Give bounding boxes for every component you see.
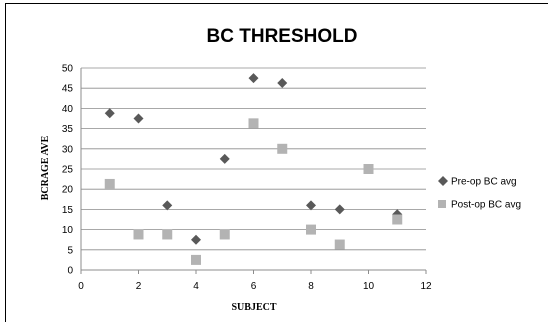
- post-op-point: [334, 239, 345, 250]
- data-points: [104, 73, 403, 265]
- chart-frame: [5, 3, 548, 322]
- pre-op-point: [248, 73, 259, 84]
- legend-item-post-op: Post-op BC avg: [438, 200, 521, 211]
- legend: Pre-op BC avg Post-op BC avg: [438, 176, 521, 211]
- post-op-point: [248, 118, 259, 129]
- post-op-point: [363, 164, 374, 174]
- x-tick-label: 12: [420, 281, 432, 292]
- post-op-point: [392, 214, 403, 225]
- x-tick-label: 8: [308, 281, 314, 292]
- legend-marker: [438, 200, 446, 208]
- y-tick-labels: 0 5 10 15 20 25 30 35 40 45 50: [62, 64, 74, 277]
- post-op-point: [191, 254, 201, 265]
- pre-op-point: [133, 113, 144, 124]
- axes: [80, 68, 427, 274]
- y-tick-label: 0: [67, 266, 73, 277]
- x-tick-label: 2: [136, 281, 142, 292]
- y-tick-label: 25: [62, 165, 74, 176]
- x-tick-labels: 0 2 4 6 8 10 12: [78, 281, 432, 292]
- x-axis-label: SUBJECT: [231, 302, 276, 313]
- y-tick-label: 30: [62, 144, 74, 155]
- pre-op-point: [219, 153, 230, 164]
- pre-op-point: [277, 77, 288, 88]
- legend-label: Post-op BC avg: [451, 200, 521, 211]
- chart-title: BC THRESHOLD: [207, 26, 358, 47]
- legend-item-pre-op: Pre-op BC avg: [438, 176, 517, 188]
- post-op-point: [219, 229, 230, 240]
- y-axis-label: BCRAGE AVE: [40, 135, 51, 200]
- y-tick-label: 45: [62, 84, 74, 95]
- series-pre-op: [104, 73, 403, 245]
- x-tick-label: 10: [363, 281, 375, 292]
- pre-op-point: [334, 204, 345, 215]
- y-tick-label: 15: [62, 205, 74, 216]
- y-tick-label: 40: [62, 104, 74, 115]
- post-op-point: [133, 229, 144, 240]
- y-tick-label: 5: [67, 245, 73, 256]
- pre-op-point: [162, 200, 173, 211]
- y-tick-label: 20: [62, 185, 74, 196]
- legend-marker: [438, 176, 448, 186]
- y-tick-label: 50: [62, 64, 74, 75]
- gridlines: [81, 67, 426, 251]
- x-tick-label: 4: [193, 281, 199, 292]
- post-op-point: [306, 224, 316, 235]
- x-tick-label: 6: [251, 281, 257, 292]
- x-tick-label: 0: [78, 281, 84, 292]
- legend-label: Pre-op BC avg: [451, 177, 517, 188]
- post-op-point: [277, 143, 288, 154]
- pre-op-point: [191, 234, 201, 245]
- post-op-point: [104, 178, 115, 189]
- y-tick-label: 35: [62, 124, 74, 135]
- series-post-op: [104, 118, 403, 265]
- post-op-point: [162, 229, 173, 240]
- pre-op-point: [306, 200, 316, 211]
- y-tick-label: 10: [62, 225, 74, 236]
- pre-op-point: [104, 108, 115, 119]
